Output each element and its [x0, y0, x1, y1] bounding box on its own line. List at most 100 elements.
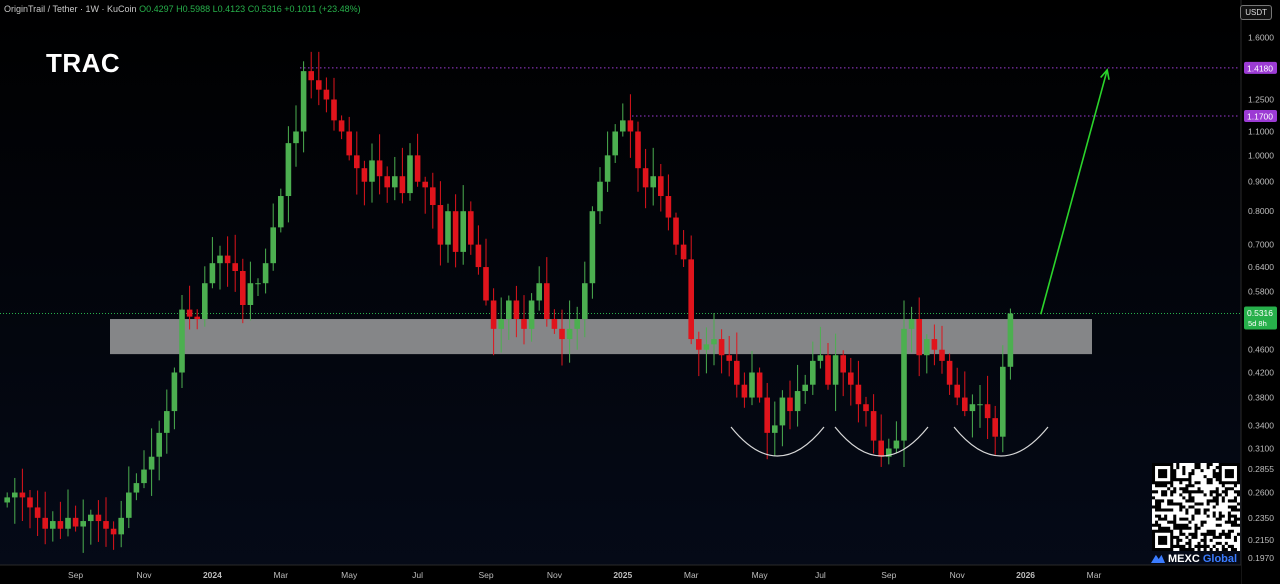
x-tick-label: 2026 — [1016, 570, 1035, 580]
candle-body — [232, 263, 238, 272]
candle-body — [468, 211, 474, 245]
candle-body — [703, 344, 710, 350]
candle-body — [475, 244, 482, 268]
last-price-label: 0.5316 — [1247, 308, 1273, 318]
candle-body — [392, 176, 398, 188]
time-axis[interactable] — [0, 565, 1241, 584]
x-tick-label: 2024 — [203, 570, 222, 580]
candle-body — [445, 211, 451, 245]
candle-body — [764, 397, 770, 433]
candle-body — [148, 456, 155, 470]
candle-body — [977, 404, 983, 406]
candle-body — [551, 319, 558, 329]
x-tick-label: Sep — [478, 570, 493, 580]
candle-body — [4, 497, 10, 503]
candle-body — [863, 404, 869, 412]
mexc-logo-icon — [1151, 554, 1165, 563]
candle-body — [430, 187, 436, 206]
candle-body — [825, 355, 831, 385]
candle-body — [734, 360, 740, 385]
y-tick-label: 0.3800 — [1248, 393, 1274, 403]
candle-body — [620, 120, 626, 132]
price-axis[interactable] — [1241, 0, 1280, 584]
candle-body — [346, 131, 352, 156]
candle-body — [832, 355, 839, 385]
candle-body — [658, 176, 664, 197]
candle-body — [939, 349, 945, 361]
candle-body — [642, 168, 649, 188]
candle-body — [270, 227, 276, 264]
candle-body — [1007, 313, 1014, 367]
candle-body — [490, 300, 497, 329]
candle-body — [779, 397, 786, 426]
candle-body — [354, 155, 360, 169]
level-badge — [1244, 110, 1277, 123]
candle-body — [414, 155, 421, 182]
candle-body — [179, 309, 185, 373]
candle-body — [711, 339, 717, 345]
candle-body — [293, 131, 299, 144]
x-tick-label: Nov — [950, 570, 966, 580]
candle-body — [916, 319, 922, 356]
candle-body — [680, 244, 687, 260]
candle-body — [331, 99, 337, 121]
candle-body — [194, 316, 200, 320]
pair-title: OriginTrail / Tether · 1W · KuCoin — [4, 4, 137, 14]
level-label: 1.4180 — [1247, 63, 1273, 73]
candle-body — [133, 483, 140, 493]
candle-body — [19, 492, 26, 498]
candle-body — [483, 267, 489, 301]
candle-body — [878, 440, 884, 457]
candle-body — [27, 497, 33, 508]
candle-body — [817, 355, 824, 361]
candle-body — [72, 517, 79, 527]
candle-body — [110, 528, 117, 535]
candle-body — [840, 355, 846, 373]
candle-body — [924, 339, 930, 356]
candle-body — [536, 283, 542, 301]
x-tick-label: Nov — [547, 570, 563, 580]
candle-body — [422, 181, 428, 188]
last-price-badge — [1244, 306, 1277, 330]
candle-body — [855, 384, 862, 405]
target-arrow-head — [1100, 68, 1110, 80]
candle-body — [726, 355, 732, 361]
candle-body — [240, 271, 246, 305]
candle-body — [34, 507, 41, 518]
candle-body — [627, 120, 634, 132]
candle-body — [376, 160, 383, 177]
pattern-arc — [953, 426, 1049, 457]
x-tick-label: 2025 — [613, 570, 632, 580]
candle-body — [126, 492, 132, 518]
candle-body — [756, 372, 763, 398]
candle-body — [566, 328, 573, 340]
candle-body — [399, 176, 406, 194]
candle-body — [65, 517, 71, 529]
candle-body — [316, 80, 322, 90]
candle-body — [255, 283, 261, 285]
candle-body — [802, 384, 808, 392]
candle-body — [665, 196, 672, 218]
y-tick-label: 1.1000 — [1248, 126, 1274, 136]
candle-body — [870, 411, 877, 441]
candle-body — [893, 440, 900, 449]
y-tick-label: 0.4200 — [1248, 367, 1274, 377]
y-tick-label: 0.6400 — [1248, 262, 1274, 272]
qr-modules — [1152, 463, 1240, 551]
currency-badge[interactable]: USDT — [1240, 5, 1272, 20]
x-tick-label: Jul — [412, 570, 423, 580]
level-label: 1.1700 — [1247, 112, 1273, 122]
candle-body — [544, 283, 550, 320]
candle-body — [202, 283, 208, 320]
candle-body — [582, 283, 588, 320]
y-tick-label: 0.5800 — [1248, 287, 1274, 297]
x-tick-label: Mar — [1087, 570, 1102, 580]
candle-body — [946, 360, 953, 385]
candle-body — [848, 372, 854, 385]
candle-body — [452, 211, 459, 252]
candle-body — [308, 71, 314, 81]
candle-body — [650, 176, 656, 188]
candle-body — [156, 432, 162, 457]
